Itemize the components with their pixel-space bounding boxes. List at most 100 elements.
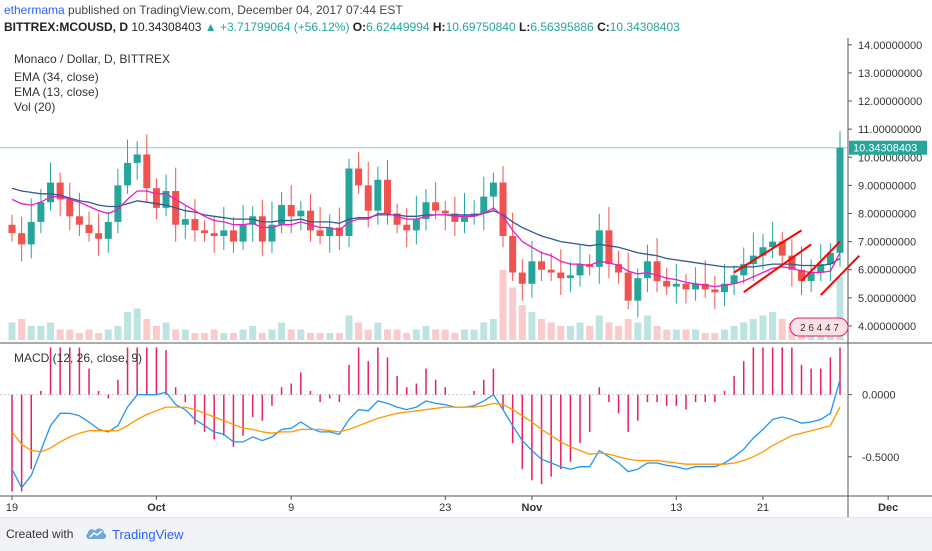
volume-bar <box>538 319 546 340</box>
volume-bar <box>557 326 565 340</box>
trend-line <box>743 243 812 294</box>
candle-body <box>326 227 334 236</box>
time-tick-label: 19 <box>6 502 18 514</box>
volume-bar <box>441 329 449 340</box>
volume-bar <box>335 333 343 340</box>
volume-bar <box>749 319 757 340</box>
candle-body <box>143 154 151 189</box>
published-text: published on TradingView.com, December 0… <box>68 3 403 17</box>
price-tick-label: 13.00000000 <box>858 68 922 80</box>
events-marker-label: 2 6 4 4 7 <box>800 323 839 334</box>
macd-tick-label: 0.0000 <box>862 390 896 402</box>
low-value: 6.56395886 <box>530 20 594 34</box>
author-link[interactable]: ethermama <box>4 3 65 17</box>
volume-bar <box>220 333 228 340</box>
volume-bar <box>470 329 478 340</box>
volume-bar <box>393 329 401 340</box>
candle-body <box>104 221 112 239</box>
candle-body <box>576 264 584 276</box>
volume-bar <box>278 322 286 340</box>
candle-body <box>210 233 218 236</box>
volume-bar <box>143 319 151 340</box>
volume-bar <box>210 329 218 340</box>
candle-body <box>201 230 209 234</box>
legend-volume[interactable]: Vol (20) <box>14 100 56 114</box>
volume-bar <box>643 315 651 340</box>
candle-body <box>807 272 815 281</box>
candle-body <box>759 247 767 256</box>
candle-body <box>489 182 497 197</box>
candle-body <box>788 255 796 270</box>
time-tick-label: Oct <box>147 502 166 514</box>
volume-bar <box>18 319 26 340</box>
volume-bar <box>518 305 526 340</box>
volume-bar <box>624 319 632 340</box>
candle-body <box>826 252 834 265</box>
events-marker <box>789 317 849 337</box>
candle-body <box>335 227 343 236</box>
volume-bar <box>268 329 276 340</box>
tradingview-brand-link[interactable]: TradingView <box>112 527 184 542</box>
trend-line <box>820 254 860 296</box>
volume-bar <box>480 322 488 340</box>
candle-body <box>56 182 64 200</box>
price-tick-label: 6.00000000 <box>858 265 916 277</box>
candle-body <box>316 230 324 236</box>
volume-bar <box>66 329 74 340</box>
volume-bar <box>95 333 103 340</box>
candle-body <box>509 235 517 273</box>
candle-body <box>663 280 671 287</box>
last-price-badge <box>849 140 927 155</box>
volume-bar <box>345 315 353 340</box>
candle-body <box>451 213 459 222</box>
candle-body <box>441 210 449 214</box>
candle-body <box>836 147 844 253</box>
volume-bar <box>432 329 440 340</box>
volume-bar <box>191 333 199 340</box>
candle-body <box>162 191 170 208</box>
price-tick-label: 10.00000000 <box>858 152 922 164</box>
last-price: 10.34308403 <box>131 20 202 34</box>
candle-body <box>624 272 632 301</box>
open-value: 6.62449994 <box>366 20 430 34</box>
candle-body <box>85 224 93 234</box>
volume-bar <box>374 322 382 340</box>
symbol-line: BITTREX:MCOUSD, D 10.34308403 ▲ +3.71799… <box>4 20 680 34</box>
price-tick-label: 9.00000000 <box>858 180 916 192</box>
legend-macd[interactable]: MACD (12, 26, close, 9) <box>14 351 143 365</box>
candle-body <box>682 283 690 290</box>
candle-body <box>557 272 565 279</box>
volume-bar <box>692 329 700 340</box>
legend-ema13[interactable]: EMA (13, close) <box>14 85 99 99</box>
candle-body <box>701 283 709 290</box>
volume-bar <box>720 329 728 340</box>
candle-body <box>268 224 276 242</box>
candle-body <box>432 202 440 211</box>
volume-bar <box>403 333 411 340</box>
candle-body <box>595 230 603 267</box>
legend-ema34[interactable]: EMA (34, close) <box>14 70 99 84</box>
ema34-line <box>11 187 841 268</box>
price-tick-label: 12.00000000 <box>858 96 922 108</box>
signal-line <box>11 402 841 465</box>
candle-body <box>797 269 805 281</box>
volume-bar <box>634 322 642 340</box>
volume-bar <box>201 333 209 340</box>
trend-line <box>800 240 841 282</box>
candle-body <box>634 278 642 301</box>
candle-body <box>769 241 777 248</box>
volume-bar <box>509 287 517 340</box>
candle-body <box>114 185 122 222</box>
candle-body <box>229 230 237 242</box>
chart-canvas[interactable]: 14.00000000 13.00000000 12.00000000 11.0000… <box>0 0 932 517</box>
volume-bar <box>181 329 189 340</box>
high-value: 10.69750840 <box>445 20 516 34</box>
volume-bar <box>489 319 497 340</box>
candle-body <box>643 261 651 279</box>
volume-bar <box>104 329 112 340</box>
volume-bar <box>8 322 16 340</box>
volume-bar <box>152 326 160 340</box>
candle-body <box>730 275 738 284</box>
volume-bar <box>27 326 35 340</box>
volume-bar <box>740 322 748 340</box>
